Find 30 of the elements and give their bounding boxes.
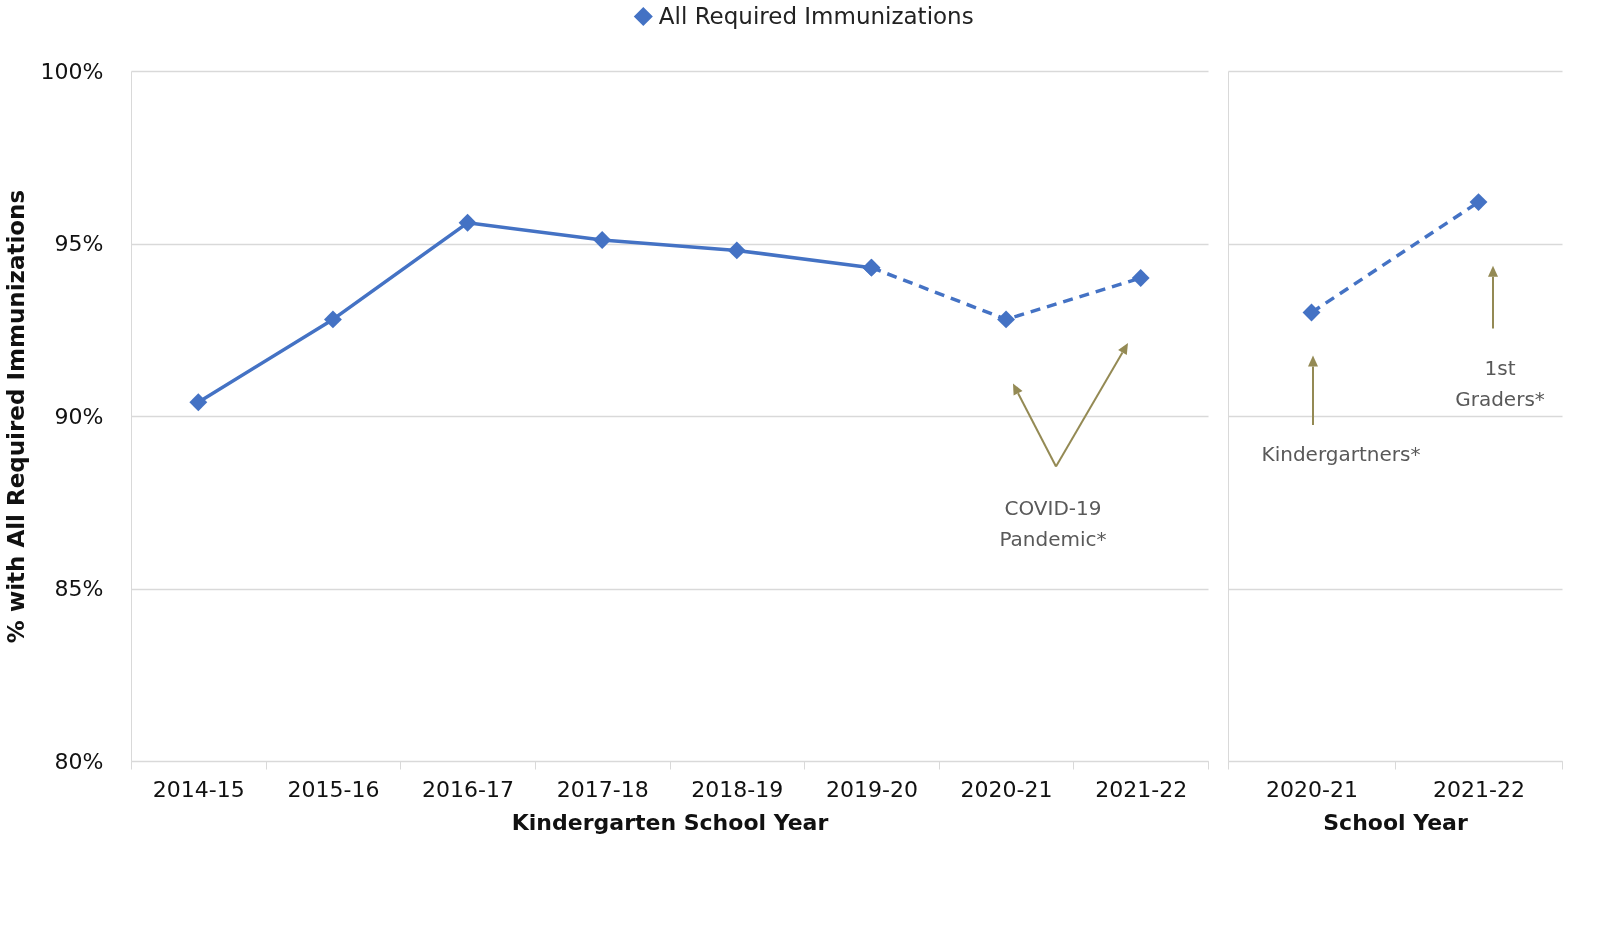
y-tick-label: 85% [54,576,104,601]
x-tick-label: 2020-21 [1266,776,1358,802]
point [862,258,881,277]
x-tick-label: 2018-19 [691,776,784,802]
point [1131,269,1150,287]
point [189,393,208,412]
x-tick-label: 2021-22 [1095,776,1188,802]
x-tick-label: 2017-18 [556,776,649,802]
x-tick-label: 2014-15 [152,776,245,802]
x-tick-label: 2019-20 [825,776,918,802]
annotation: COVID-19 Pandemic* [999,496,1107,552]
x-tick-label: 2016-17 [422,776,515,802]
annotation: 1st Graders* [1455,356,1545,412]
y-axis-title: % with All Required Immunizations [2,189,29,644]
y-tick-label: 90% [54,403,104,429]
point [727,241,746,260]
y-tick-label: 95% [54,231,104,256]
annotation: Kindergartners* [1261,442,1421,467]
x-axis-title: School Year [1323,809,1468,835]
y-tick-label: 80% [54,748,104,774]
x-tick-label: 2015-16 [287,776,380,802]
x-tick-label: 2021-22 [1433,776,1525,802]
point [458,213,477,232]
point [593,231,612,249]
x-tick-label: 2020-21 [960,776,1053,802]
point [323,310,342,329]
point [997,310,1016,329]
y-tick-label: 100% [40,58,104,84]
legend-label: All Required Immunizations [658,2,974,29]
x-axis-title: Kindergarten School Year [511,809,829,835]
